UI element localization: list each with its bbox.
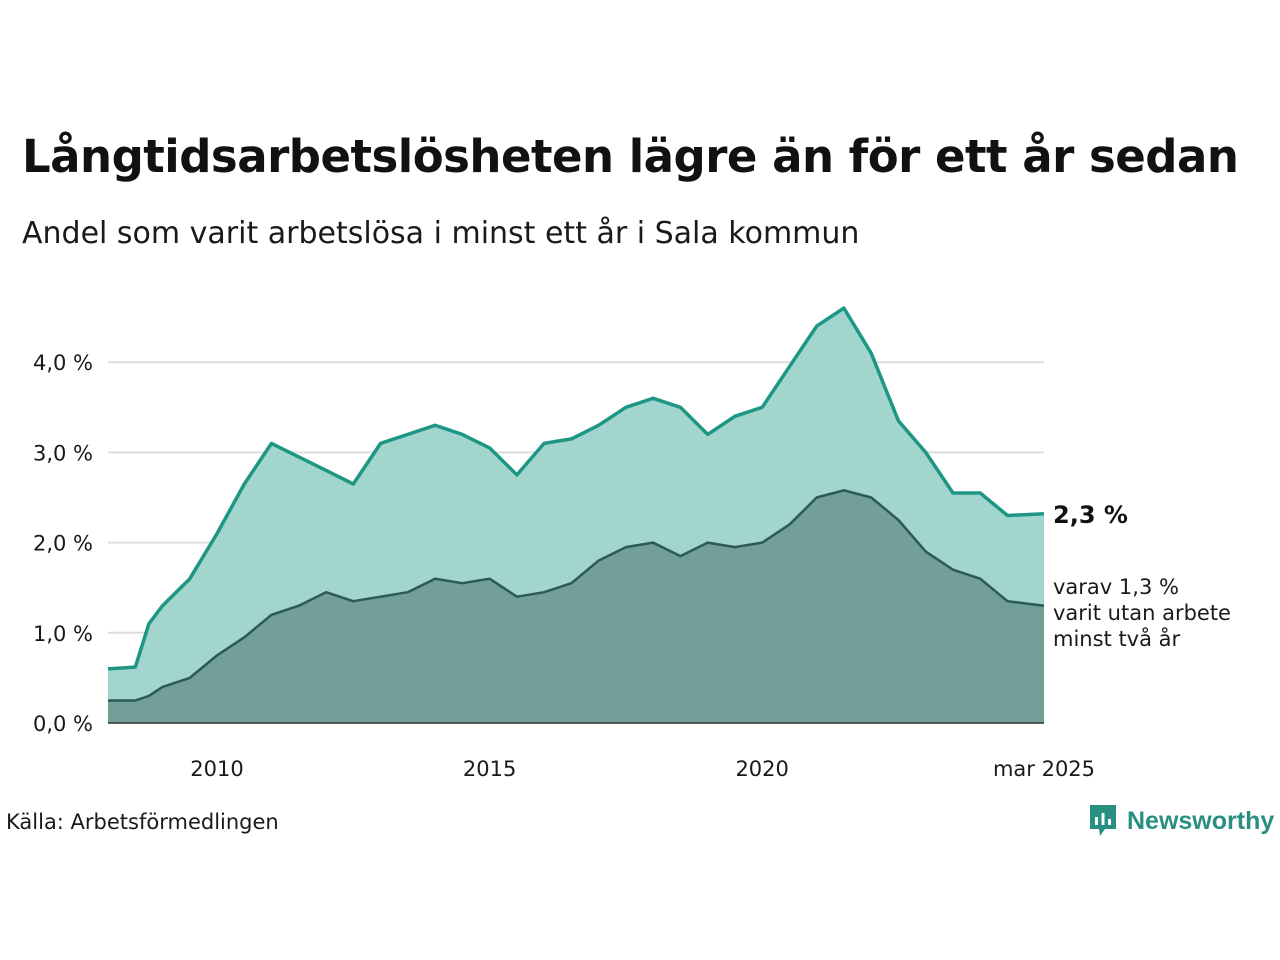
- y-tick-label: 4,0 %: [33, 351, 93, 375]
- y-tick-label: 0,0 %: [33, 712, 93, 736]
- x-tick-label: mar 2025: [993, 757, 1095, 781]
- newsworthy-logo[interactable]: Newsworthy: [1088, 803, 1274, 839]
- end-label-long-line: varav 1,3 %: [1053, 575, 1179, 599]
- y-tick-label: 1,0 %: [33, 622, 93, 646]
- long-term-line: [108, 489, 1045, 702]
- y-tick-label: 3,0 %: [33, 441, 93, 465]
- chart-subtitle: Andel som varit arbetslösa i minst ett å…: [22, 216, 860, 251]
- newsworthy-logo-text: Newsworthy: [1127, 806, 1275, 835]
- chart-areas: [107, 306, 1045, 724]
- end-label-total: 2,3 %: [1053, 501, 1128, 529]
- chart-title: Långtidsarbetslösheten lägre än för ett …: [22, 130, 1239, 183]
- newsworthy-logo-icon: [1090, 805, 1116, 836]
- x-tick-label: 2020: [735, 757, 788, 781]
- axis-labels: 0,0 % 1,0 % 2,0 % 3,0 % 4,0 % 2010 2015 2020 mar…: [33, 351, 1095, 781]
- source-note: Källa: Arbetsförmedlingen: [6, 810, 279, 834]
- y-tick-label: 2,0 %: [33, 532, 93, 556]
- long-term-area: [108, 490, 1044, 723]
- x-tick-label: 2010: [190, 757, 243, 781]
- end-label-long-line: minst två år: [1053, 626, 1181, 651]
- x-tick-label: 2015: [463, 757, 516, 781]
- end-label-long-line: varit utan arbete: [1053, 601, 1231, 625]
- total-line: [107, 306, 1045, 671]
